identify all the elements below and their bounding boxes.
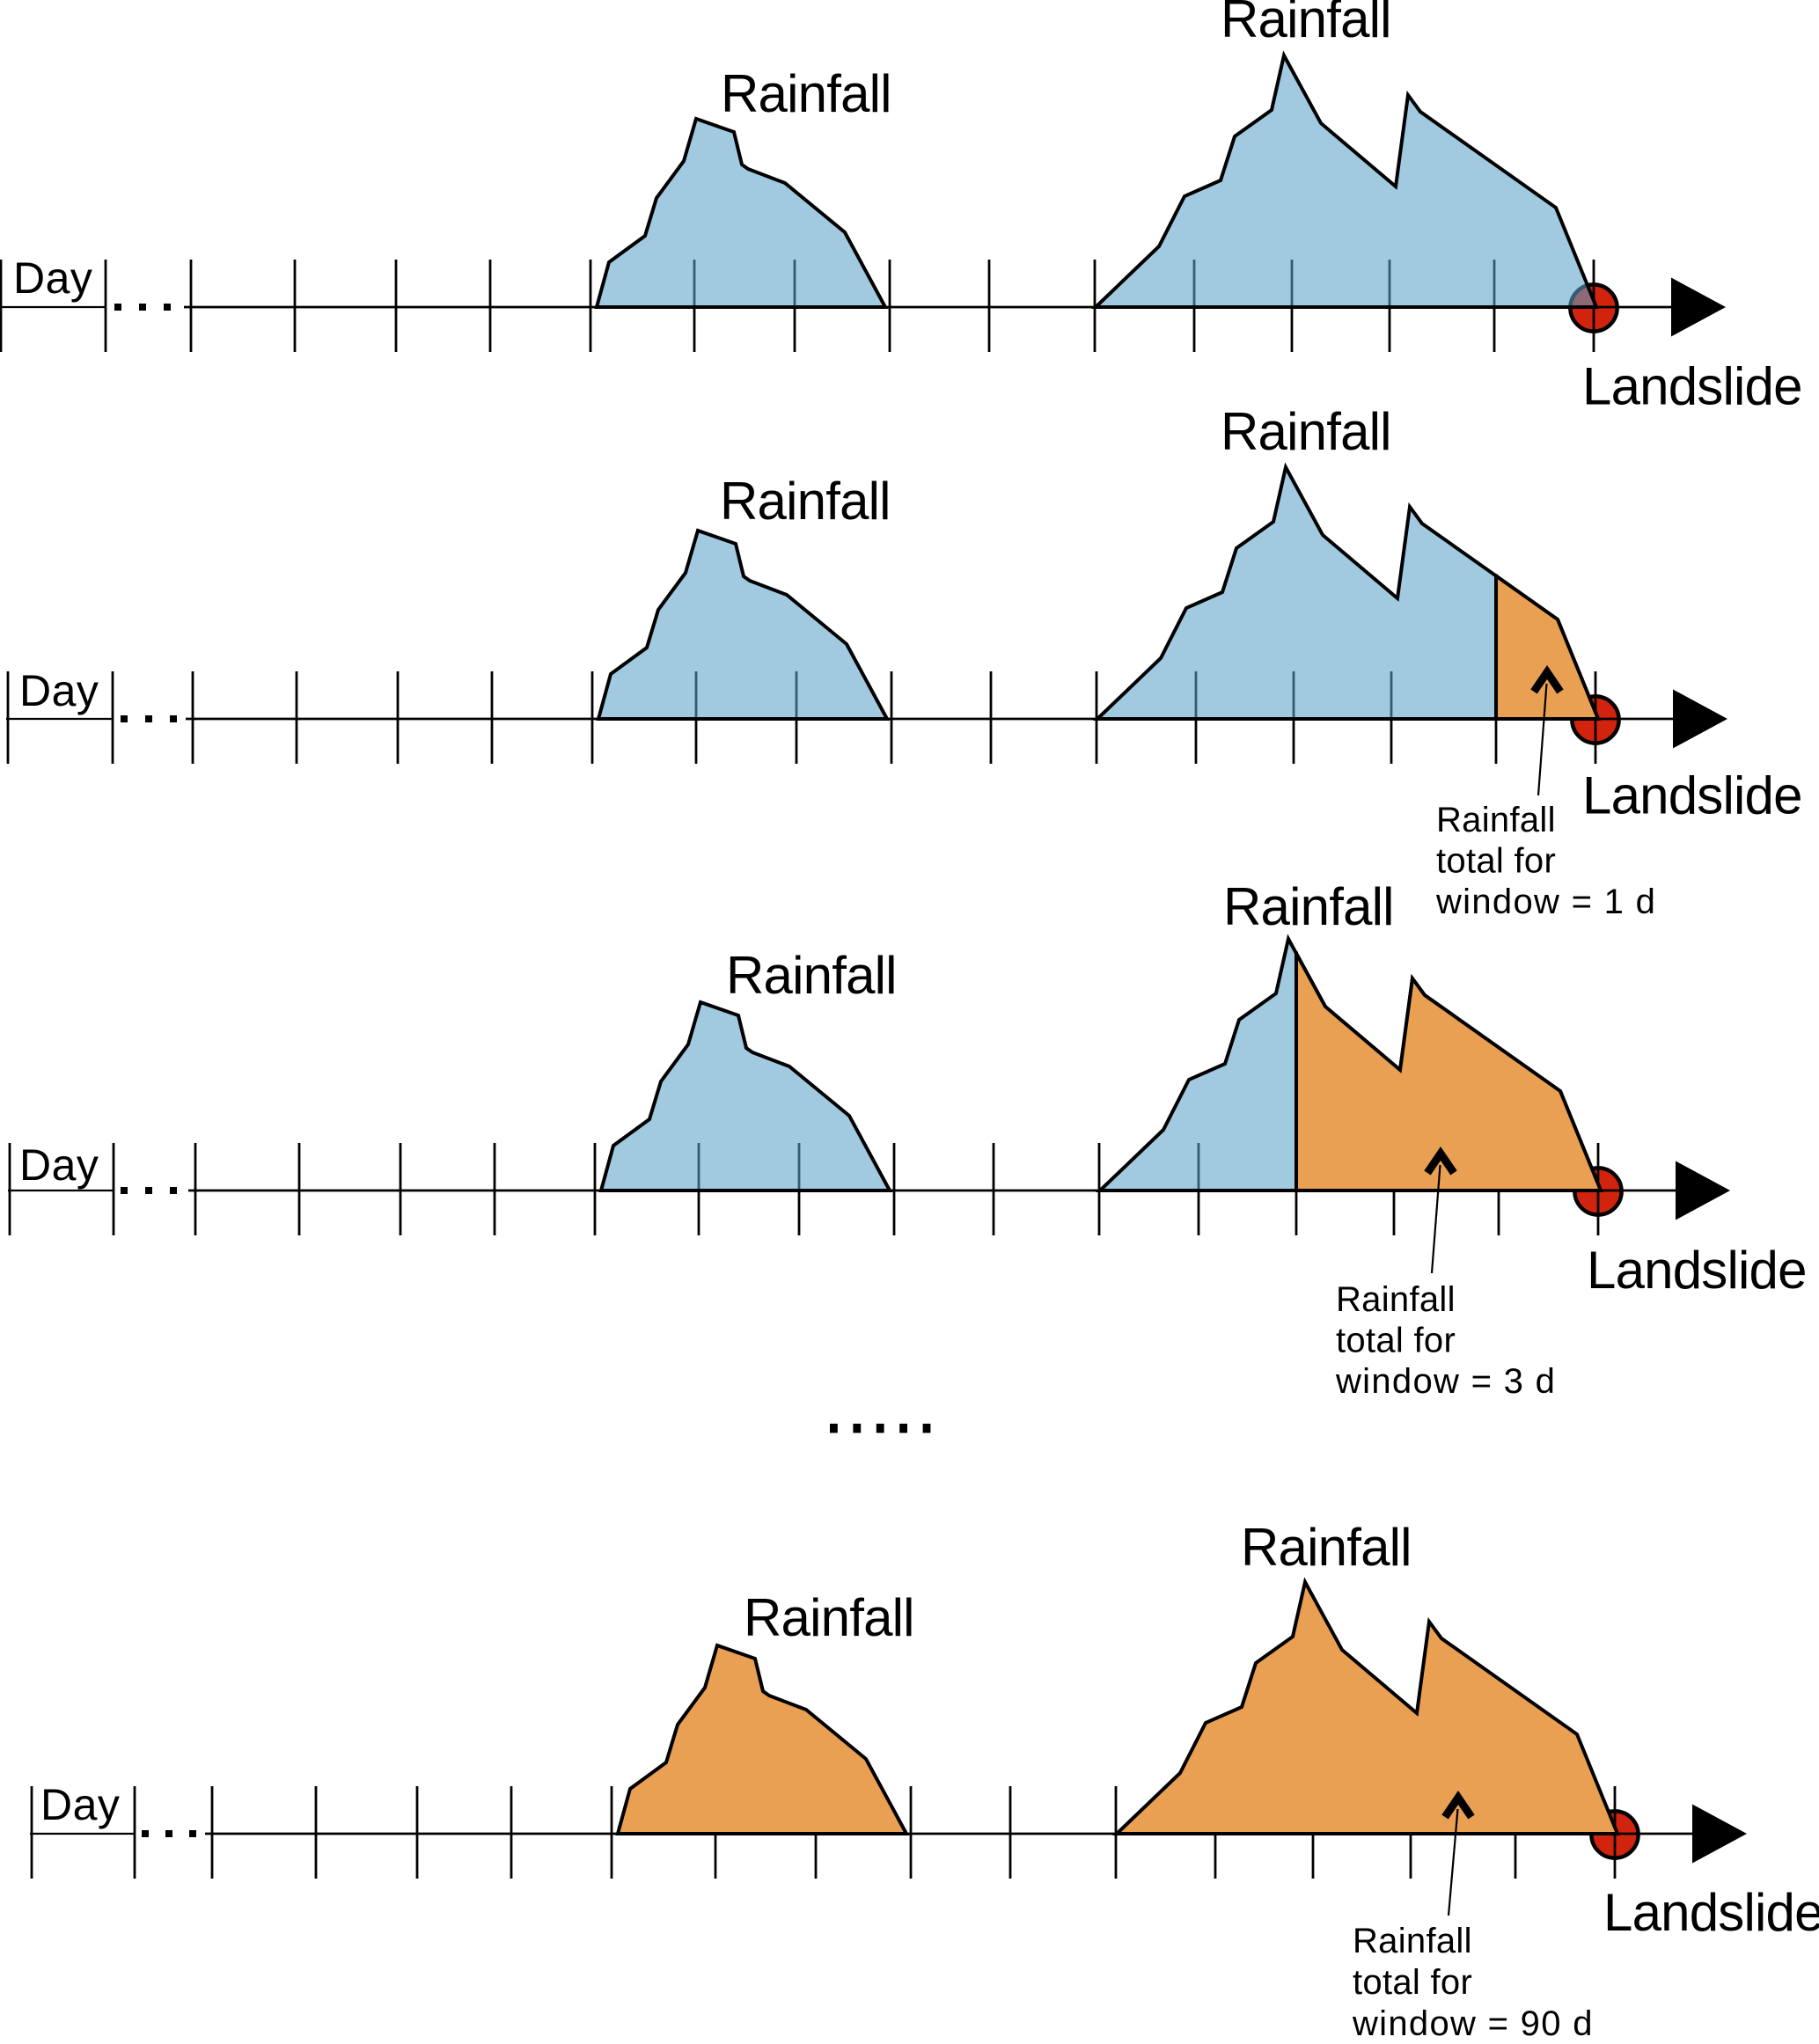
svg-text:total for: total for — [1436, 842, 1556, 881]
svg-text:Landslide: Landslide — [1603, 1883, 1819, 1942]
svg-text:window = 90 d: window = 90 d — [1352, 2004, 1594, 2043]
svg-text:Landslide: Landslide — [1582, 766, 1802, 825]
svg-text:window = 3 d: window = 3 d — [1335, 1362, 1556, 1401]
svg-text:Rainfall: Rainfall — [720, 472, 891, 531]
svg-text:Rainfall: Rainfall — [1353, 1922, 1472, 1960]
svg-text:Rainfall: Rainfall — [1436, 801, 1556, 839]
svg-text:Day: Day — [13, 253, 92, 303]
svg-text:Rainfall: Rainfall — [721, 64, 891, 123]
svg-text:Day: Day — [40, 1780, 120, 1829]
svg-text:Rainfall: Rainfall — [1241, 1518, 1412, 1577]
svg-text:Day: Day — [19, 1140, 99, 1190]
svg-text:window = 1 d: window = 1 d — [1435, 883, 1656, 921]
svg-text:Rainfall: Rainfall — [726, 946, 897, 1005]
svg-text:Rainfall: Rainfall — [1223, 877, 1394, 936]
svg-text:Rainfall: Rainfall — [1336, 1280, 1456, 1319]
svg-text:Rainfall: Rainfall — [1221, 0, 1391, 48]
svg-text:Landslide: Landslide — [1587, 1241, 1807, 1300]
svg-text:total for: total for — [1336, 1322, 1456, 1360]
svg-text:Day: Day — [19, 666, 99, 715]
svg-text:Rainfall: Rainfall — [1221, 402, 1391, 461]
svg-text:Rainfall: Rainfall — [744, 1588, 914, 1647]
svg-text:total for: total for — [1353, 1963, 1472, 2002]
svg-text:Landslide: Landslide — [1582, 357, 1802, 416]
